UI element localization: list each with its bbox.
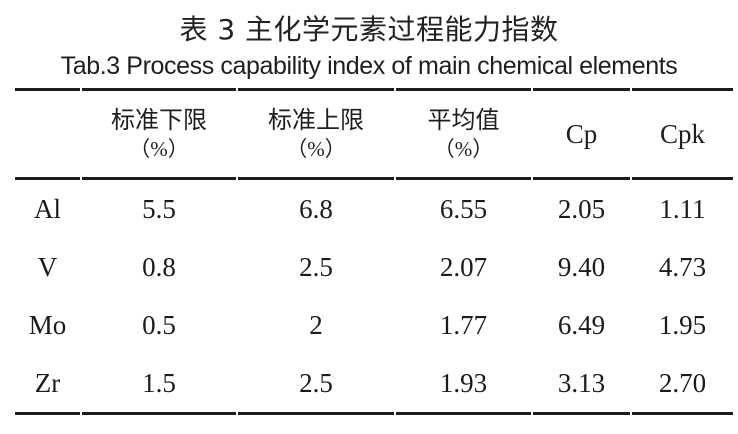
header-cell-upper-limit: 标准上限 （%） (238, 88, 394, 180)
value-cell-cp: 2.05 (557, 193, 606, 224)
header-unit-lower-limit: （%） (129, 136, 189, 161)
value-cell-mean: 2.07 (439, 251, 488, 282)
header-unit-mean: （%） (433, 136, 494, 161)
value-cell-cpk: 4.73 (658, 251, 707, 282)
element-cell: Mo (28, 309, 67, 340)
value-cell-upper-limit: 6.8 (299, 193, 333, 224)
value-cell-mean: 1.77 (439, 309, 488, 340)
table-row-v: V 0.8 2.5 2.07 9.40 4.73 (15, 238, 733, 296)
value-cell-lower-limit: 0.8 (142, 251, 176, 282)
value-cell-lower-limit: 5.5 (142, 193, 176, 224)
header-label-cpk: Cpk (659, 118, 705, 149)
process-capability-table: 标准下限 （%） 标准上限 （%） 平均值 （%） Cp Cpk (13, 88, 735, 415)
value-cell-cp: 9.40 (557, 251, 606, 282)
value-cell-upper-limit: 2.5 (299, 251, 333, 282)
value-cell-lower-limit: 0.5 (142, 309, 176, 340)
table-caption-chinese: 表 3 主化学元素过程能力指数 (179, 13, 559, 46)
table-caption-english: Tab.3 Process capability index of main c… (60, 52, 678, 80)
element-cell: Al (34, 193, 61, 224)
value-cell-cp: 3.13 (533, 354, 630, 415)
header-cell-mean: 平均值 （%） (396, 88, 531, 180)
header-row: 标准下限 （%） 标准上限 （%） 平均值 （%） Cp Cpk (15, 88, 733, 180)
value-cell-mean: 1.93 (396, 354, 531, 415)
value-cell-cpk: 1.11 (659, 193, 706, 224)
table-row-al: Al 5.5 6.8 6.55 2.05 1.11 (15, 180, 733, 238)
value-cell-upper-limit: 2.5 (238, 354, 394, 415)
header-cell-lower-limit: 标准下限 （%） (82, 88, 236, 180)
element-cell: Zr (15, 354, 80, 415)
value-cell-cpk: 2.70 (632, 354, 733, 415)
value-cell-cp: 6.49 (557, 309, 606, 340)
table-row-zr: Zr 1.5 2.5 1.93 3.13 2.70 (15, 354, 733, 415)
header-label-mean: 平均值 (427, 107, 500, 134)
element-cell: V (37, 251, 58, 282)
header-cell-element (15, 88, 80, 180)
header-unit-upper-limit: （%） (286, 136, 346, 161)
value-cell-mean: 6.55 (439, 193, 488, 224)
value-cell-lower-limit: 1.5 (82, 354, 236, 415)
header-label-lower-limit: 标准下限 (111, 107, 207, 134)
value-cell-upper-limit: 2 (309, 309, 323, 340)
value-cell-cpk: 1.95 (658, 309, 707, 340)
header-label-cp: Cp (565, 118, 598, 149)
header-cell-cpk: Cpk (632, 88, 733, 180)
table-row-mo: Mo 0.5 2 1.77 6.49 1.95 (15, 296, 733, 354)
header-cell-cp: Cp (533, 88, 630, 180)
header-label-upper-limit: 标准上限 (268, 107, 364, 134)
